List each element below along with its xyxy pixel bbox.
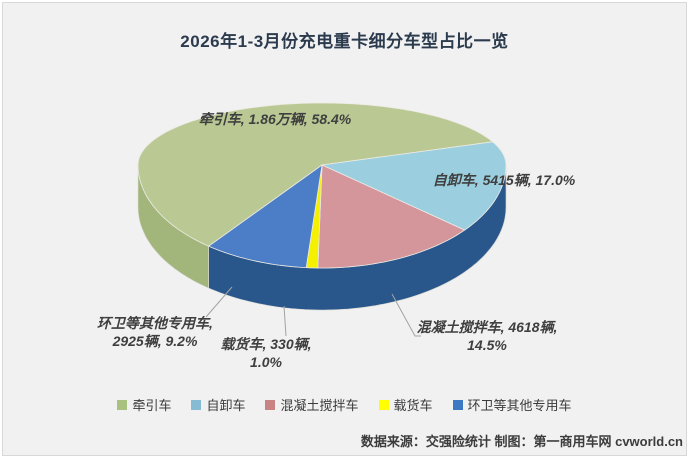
legend-swatch-concrete-mixer: [265, 399, 276, 410]
legend-swatch-tractor: [117, 399, 128, 410]
legend-item-cargo-truck: 载货车: [378, 395, 433, 414]
legend-label: 自卸车: [206, 398, 246, 413]
data-label-line: 14.5%: [467, 337, 507, 353]
legend-item-concrete-mixer: 混凝土搅拌车: [265, 395, 359, 414]
data-label-concrete-mixer: 混凝土搅拌车, 4618辆, 14.5%: [417, 318, 558, 354]
data-label-line: 自卸车, 5415辆, 17.0%: [432, 172, 576, 188]
pie-slice-4: [207, 164, 323, 269]
pie-slice-0: [137, 102, 494, 247]
legend-swatch-cargo-truck: [378, 399, 389, 410]
data-label-tractor: 牵引车, 1.86万辆, 58.4%: [199, 110, 352, 128]
callout-line-concrete-mixer: [391, 293, 421, 337]
data-label-line: 1.0%: [250, 354, 282, 370]
legend-item-sanitation-special: 环卫等其他专用车: [452, 395, 572, 414]
pie-slice-2: [317, 164, 466, 269]
data-label-line: 载货车, 330辆,: [220, 336, 312, 352]
legend-item-tractor: 牵引车: [117, 395, 171, 414]
legend-label: 混凝土搅拌车: [280, 398, 359, 413]
legend: 牵引车 自卸车 混凝土搅拌车 载货车 环卫等其他专用车: [0, 395, 689, 414]
source-credit: 数据来源：交强险统计 制图：第一商用车网 cvworld.cn: [360, 434, 683, 449]
data-label-dump-truck: 自卸车, 5415辆, 17.0%: [433, 171, 575, 189]
legend-label: 牵引车: [132, 398, 172, 413]
data-label-line: 2925辆, 9.2%: [112, 333, 198, 349]
data-label-cargo-truck: 载货车, 330辆, 1.0%: [220, 335, 311, 371]
callout-line-sanitation-special: [205, 286, 233, 318]
legend-label: 环卫等其他专用车: [467, 398, 572, 413]
data-label-sanitation-special: 环卫等其他专用车, 2925辆, 9.2%: [97, 314, 213, 350]
pie-slice-1: [320, 141, 507, 231]
chart-title: 2026年1-3月份充电重卡细分车型占比一览: [180, 32, 509, 51]
legend-label: 载货车: [393, 398, 433, 413]
callout-line-cargo-truck: [283, 305, 287, 337]
data-label-line: 牵引车, 1.86万辆, 58.4%: [198, 111, 352, 127]
data-label-line: 混凝土搅拌车, 4618辆,: [416, 319, 558, 335]
data-label-line: 环卫等其他专用车,: [97, 315, 213, 331]
legend-item-dump-truck: 自卸车: [191, 395, 245, 414]
legend-swatch-sanitation-special: [452, 399, 463, 410]
legend-swatch-dump-truck: [191, 399, 202, 410]
